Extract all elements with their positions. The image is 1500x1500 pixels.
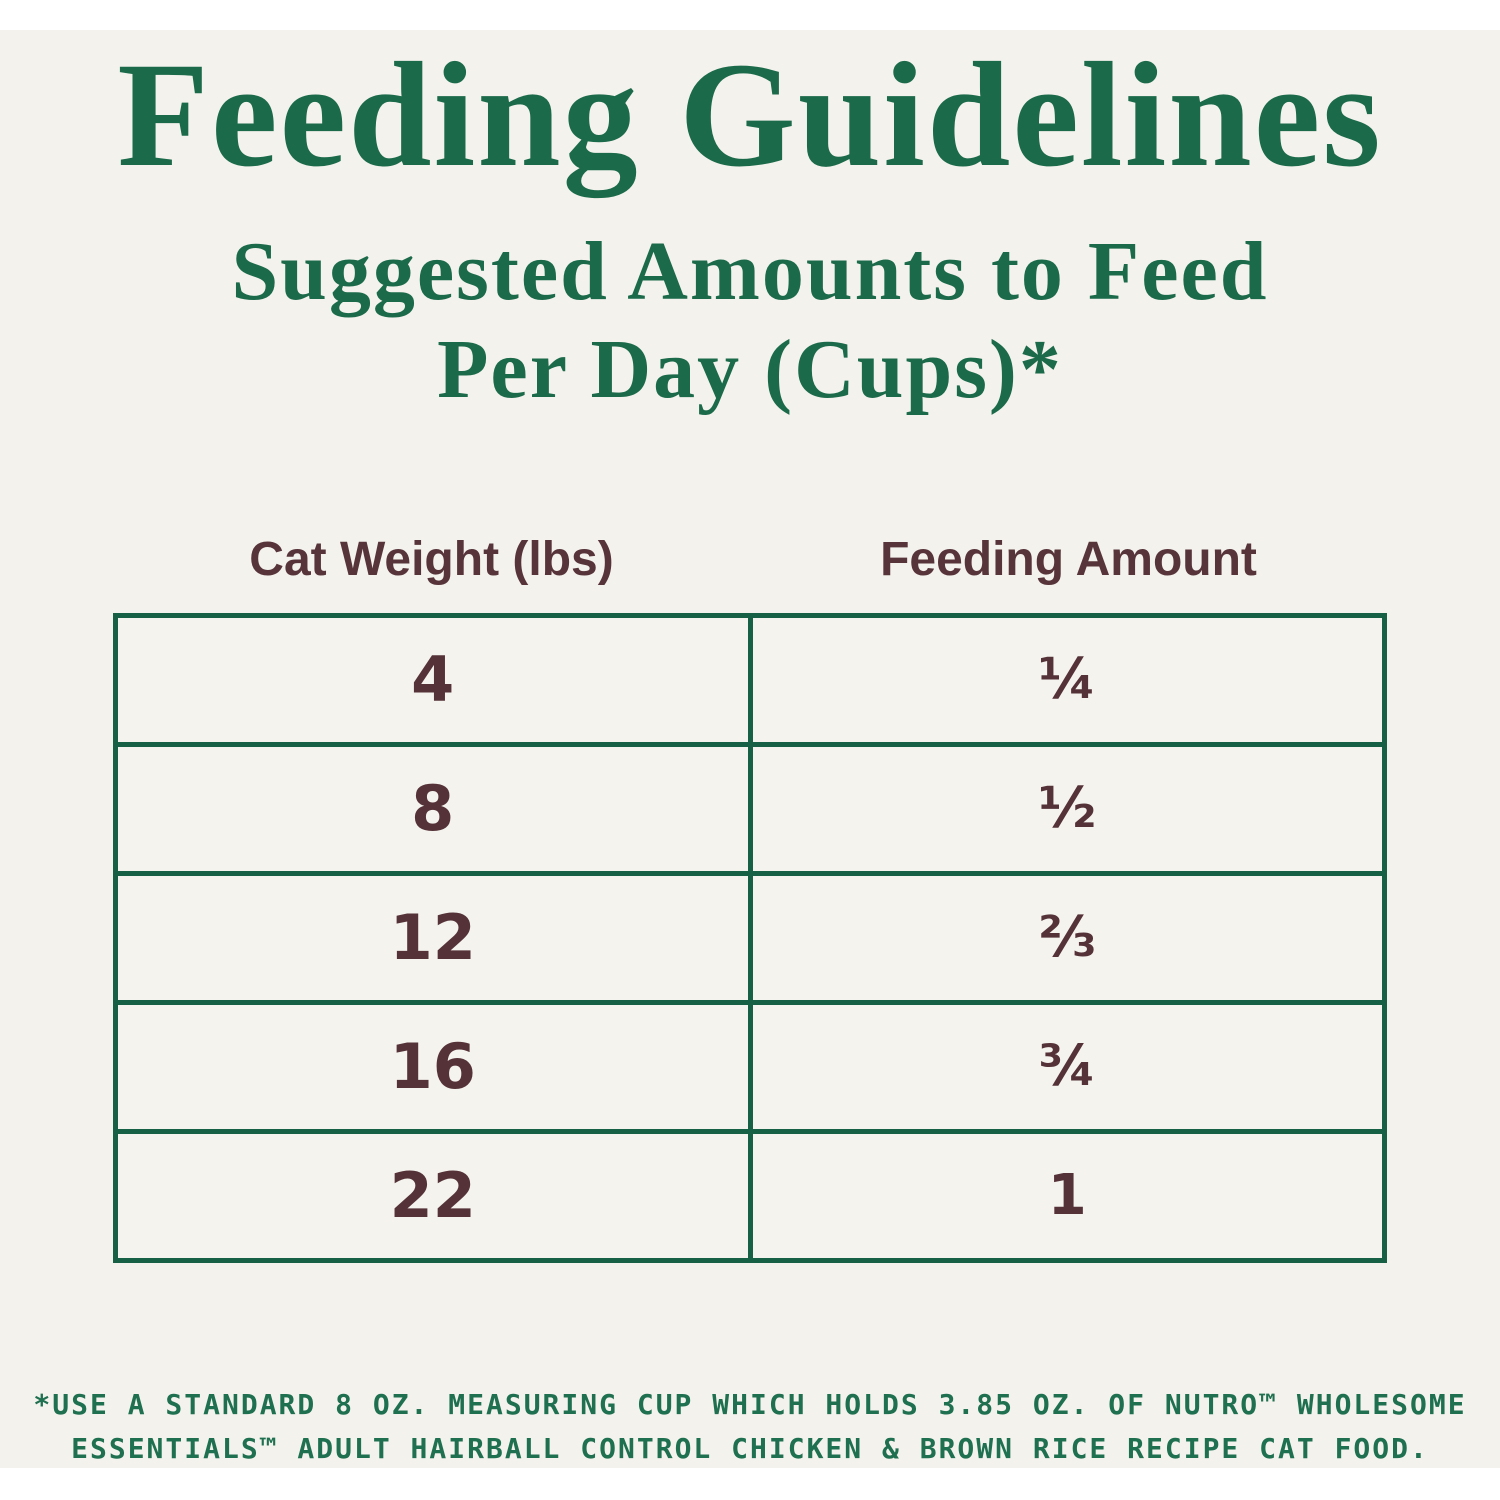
table-row: 4 ¼ xyxy=(113,612,1387,747)
amount-cell: ½ xyxy=(747,741,1387,876)
column-header-cat-weight: Cat Weight (lbs) xyxy=(249,532,614,586)
amount-cell: ¾ xyxy=(747,999,1387,1134)
weight-cell: 22 xyxy=(113,1128,753,1263)
subtitle-line-1: Suggested Amounts to Feed xyxy=(231,225,1269,318)
table-row: 16 ¾ xyxy=(113,999,1387,1134)
page-title: Feeding Guidelines xyxy=(117,32,1383,198)
subtitle: Suggested Amounts to Feed Per Day (Cups)… xyxy=(0,223,1500,420)
table-row: 8 ½ xyxy=(113,741,1387,876)
weight-cell: 4 xyxy=(113,612,753,747)
amount-cell: ¼ xyxy=(747,612,1387,747)
column-header-feeding-amount: Feeding Amount xyxy=(880,532,1257,586)
feeding-table: 4 ¼ 8 ½ 12 ⅔ 16 ¾ 22 1 xyxy=(113,612,1387,1263)
footnote-line-1: *USE A STANDARD 8 OZ. MEASURING CUP WHIC… xyxy=(33,1387,1467,1421)
subtitle-line-2: Per Day (Cups)* xyxy=(437,323,1063,417)
amount-cell: ⅔ xyxy=(747,870,1387,1005)
table-row: 12 ⅔ xyxy=(113,870,1387,1005)
table-row: 22 1 xyxy=(113,1128,1387,1263)
amount-cell: 1 xyxy=(747,1128,1387,1263)
label-panel: Feeding Guidelines Suggested Amounts to … xyxy=(0,30,1500,1468)
footnote-line-2: ESSENTIALS™ ADULT HAIRBALL CONTROL CHICK… xyxy=(71,1432,1429,1466)
weight-cell: 16 xyxy=(113,999,753,1134)
weight-cell: 8 xyxy=(113,741,753,876)
weight-cell: 12 xyxy=(113,870,753,1005)
footnote: *USE A STANDARD 8 OZ. MEASURING CUP WHIC… xyxy=(0,1383,1500,1468)
table-column-headers: Cat Weight (lbs) Feeding Amount xyxy=(113,532,1387,587)
